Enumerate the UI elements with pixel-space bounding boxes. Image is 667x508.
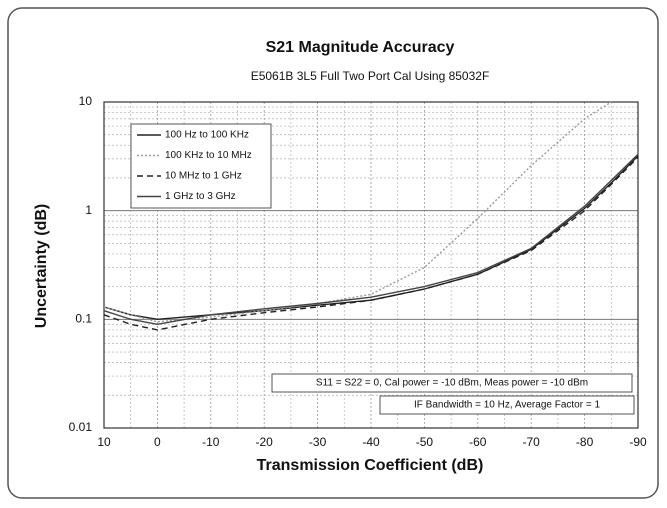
y-tick-label: 0.1 xyxy=(75,312,92,326)
chart-subtitle: E5061B 3L5 Full Two Port Cal Using 85032… xyxy=(251,69,490,83)
annotation-box xyxy=(379,395,635,415)
x-tick-label: -20 xyxy=(256,435,274,449)
annotation: IF Bandwidth = 10 Hz, Average Factor = 1 xyxy=(414,400,600,411)
legend-label: 1 GHz to 3 GHz xyxy=(165,191,236,202)
annotation: S11 = S22 = 0, Cal power = -10 dBm, Meas… xyxy=(316,378,588,389)
y-tick-label: 0.01 xyxy=(69,420,93,434)
x-tick-label: -50 xyxy=(416,435,434,449)
x-tick-label: -40 xyxy=(362,435,380,449)
legend-label: 100 KHz to 10 MHz xyxy=(165,150,252,161)
x-tick-label: -80 xyxy=(576,435,594,449)
legend-label: 100 Hz to 100 KHz xyxy=(165,130,249,141)
plot-border xyxy=(103,101,639,429)
y-axis-label: Uncertainty (dB) xyxy=(33,204,50,328)
x-tick-label: -70 xyxy=(523,435,541,449)
y-tick-label: 1 xyxy=(85,203,92,217)
chart-title: S21 Magnitude Accuracy xyxy=(266,39,455,56)
x-tick-label: -10 xyxy=(202,435,220,449)
x-tick-label: -90 xyxy=(629,435,647,449)
x-tick-label: -60 xyxy=(469,435,487,449)
x-tick-label: 10 xyxy=(97,435,111,449)
x-tick-label: 0 xyxy=(154,435,161,449)
legend-label: 10 MHz to 1 GHz xyxy=(165,171,242,182)
series-line xyxy=(103,156,639,331)
series-line xyxy=(103,153,639,326)
annotation-box xyxy=(271,373,633,393)
x-tick-label: -30 xyxy=(309,435,327,449)
x-axis-label: Transmission Coefficient (dB) xyxy=(257,457,484,474)
y-tick-label: 10 xyxy=(79,94,93,108)
legend-box xyxy=(130,123,272,209)
